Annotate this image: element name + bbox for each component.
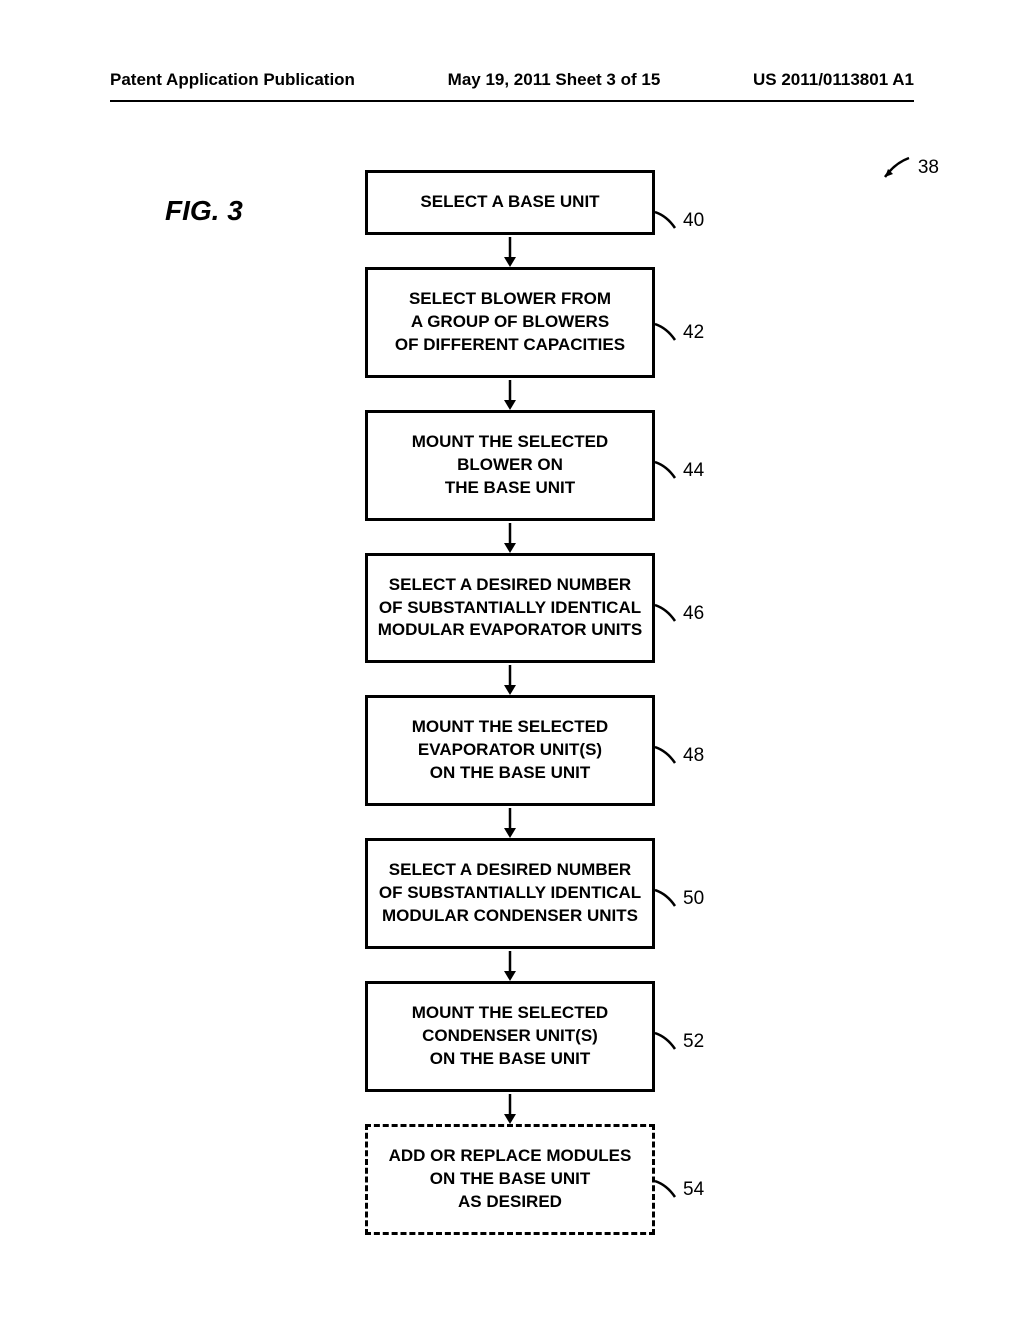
flowchart-box-54: ADD OR REPLACE MODULESON THE BASE UNITAS… xyxy=(365,1124,655,1235)
flowchart-arrow xyxy=(365,521,655,553)
ref-label-40: 40 xyxy=(655,210,704,232)
ref-num-46: 46 xyxy=(683,603,704,625)
ref-num-44: 44 xyxy=(683,460,704,482)
flowchart-box-48: MOUNT THE SELECTEDEVAPORATOR UNIT(S)ON T… xyxy=(365,695,655,806)
flowchart-step-52: MOUNT THE SELECTEDCONDENSER UNIT(S)ON TH… xyxy=(365,981,655,1092)
ref-label-44: 44 xyxy=(655,460,704,482)
top-reference-marker: 38 xyxy=(883,155,939,180)
flowchart-box-40: SELECT A BASE UNIT xyxy=(365,170,655,235)
flowchart-step-40: SELECT A BASE UNIT40 xyxy=(365,170,655,235)
figure-label: FIG. 3 xyxy=(165,195,243,227)
flowchart-arrow xyxy=(365,663,655,695)
flowchart-box-42: SELECT BLOWER FROMA GROUP OF BLOWERSOF D… xyxy=(365,267,655,378)
curve-connector-icon xyxy=(655,460,679,482)
down-arrow-icon xyxy=(500,237,520,267)
flowchart-arrow xyxy=(365,378,655,410)
down-arrow-icon xyxy=(500,523,520,553)
flowchart-step-46: SELECT A DESIRED NUMBEROF SUBSTANTIALLY … xyxy=(365,553,655,664)
ref-num-48: 48 xyxy=(683,745,704,767)
flowchart-step-50: SELECT A DESIRED NUMBEROF SUBSTANTIALLY … xyxy=(365,838,655,949)
flowchart-box-46: SELECT A DESIRED NUMBEROF SUBSTANTIALLY … xyxy=(365,553,655,664)
ref-label-48: 48 xyxy=(655,745,704,767)
flowchart-box-44: MOUNT THE SELECTEDBLOWER ONTHE BASE UNIT xyxy=(365,410,655,521)
ref-num-52: 52 xyxy=(683,1031,704,1053)
down-arrow-icon xyxy=(500,380,520,410)
ref-38: 38 xyxy=(918,157,939,179)
curve-connector-icon xyxy=(655,888,679,910)
flowchart-arrow xyxy=(365,949,655,981)
ref-num-54: 54 xyxy=(683,1179,704,1201)
header-right: US 2011/0113801 A1 xyxy=(753,70,914,90)
ref-label-54: 54 xyxy=(655,1179,704,1201)
flowchart: SELECT A BASE UNIT40SELECT BLOWER FROMA … xyxy=(310,170,710,1235)
curve-connector-icon xyxy=(655,603,679,625)
ref-num-42: 42 xyxy=(683,322,704,344)
ref-label-50: 50 xyxy=(655,888,704,910)
down-arrow-icon xyxy=(500,951,520,981)
flowchart-arrow xyxy=(365,806,655,838)
curve-arrow-icon xyxy=(883,155,913,180)
flowchart-arrow xyxy=(365,235,655,267)
down-arrow-icon xyxy=(500,808,520,838)
curve-connector-icon xyxy=(655,745,679,767)
flowchart-step-54: ADD OR REPLACE MODULESON THE BASE UNITAS… xyxy=(365,1124,655,1235)
curve-connector-icon xyxy=(655,210,679,232)
ref-num-40: 40 xyxy=(683,210,704,232)
flowchart-step-42: SELECT BLOWER FROMA GROUP OF BLOWERSOF D… xyxy=(365,267,655,378)
curve-connector-icon xyxy=(655,1031,679,1053)
ref-label-46: 46 xyxy=(655,603,704,625)
curve-connector-icon xyxy=(655,322,679,344)
curve-connector-icon xyxy=(655,1179,679,1201)
flowchart-arrow xyxy=(365,1092,655,1124)
flowchart-box-50: SELECT A DESIRED NUMBEROF SUBSTANTIALLY … xyxy=(365,838,655,949)
header-left: Patent Application Publication xyxy=(110,70,355,90)
down-arrow-icon xyxy=(500,1094,520,1124)
down-arrow-icon xyxy=(500,665,520,695)
header-divider xyxy=(110,100,914,102)
ref-label-52: 52 xyxy=(655,1031,704,1053)
ref-num-50: 50 xyxy=(683,888,704,910)
flowchart-step-48: MOUNT THE SELECTEDEVAPORATOR UNIT(S)ON T… xyxy=(365,695,655,806)
header-center: May 19, 2011 Sheet 3 of 15 xyxy=(448,70,661,90)
ref-label-42: 42 xyxy=(655,322,704,344)
flowchart-step-44: MOUNT THE SELECTEDBLOWER ONTHE BASE UNIT… xyxy=(365,410,655,521)
flowchart-box-52: MOUNT THE SELECTEDCONDENSER UNIT(S)ON TH… xyxy=(365,981,655,1092)
